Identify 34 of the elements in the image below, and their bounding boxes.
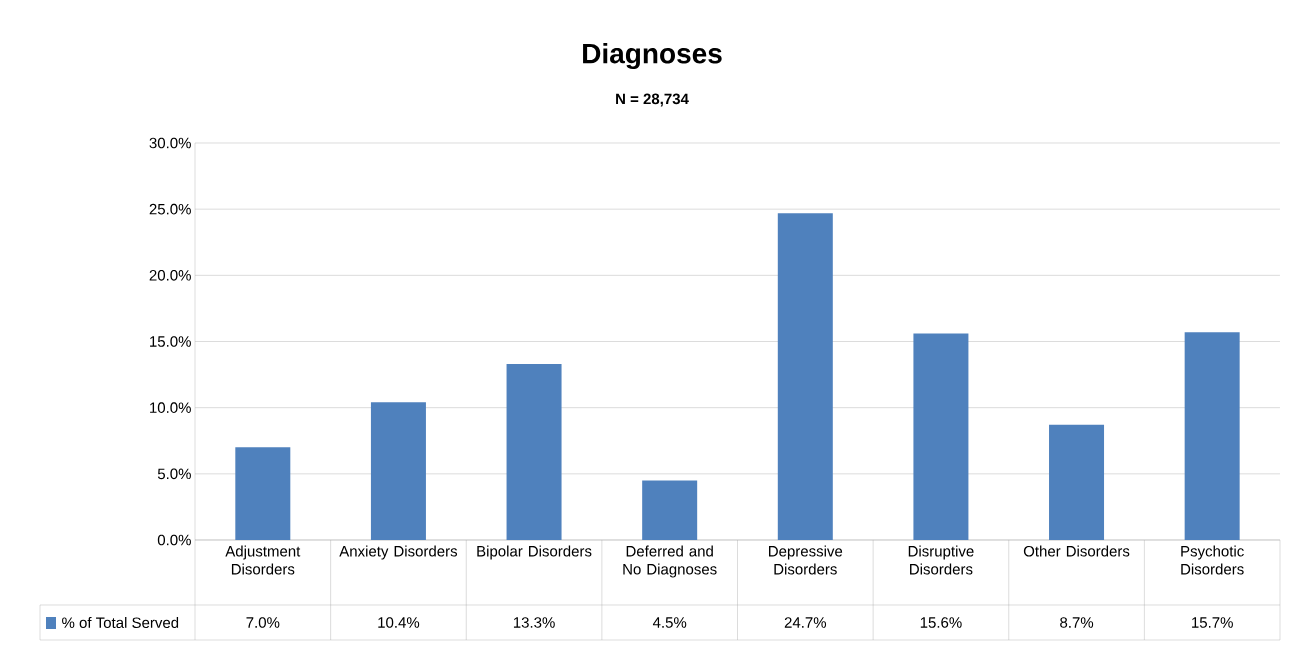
y-tick-label: 0.0% — [157, 534, 191, 546]
y-tick-label: 25.0% — [149, 203, 191, 215]
text: 15.6% — [920, 617, 962, 628]
y-tick-label: 5.0% — [157, 468, 191, 480]
y-tick-label: 30.0% — [149, 137, 191, 149]
text: 13.3% — [513, 617, 555, 628]
x-tick-label: Disruptive Disorders — [908, 545, 974, 575]
bar — [777, 213, 833, 540]
text: 8.7% — [1060, 617, 1094, 628]
text: 7.0% — [246, 617, 280, 628]
text: 4.5% — [652, 617, 687, 628]
bar — [506, 363, 562, 540]
x-tick-label: Deferred and No Diagnoses — [623, 545, 717, 578]
y-tick-label: 15.0% — [150, 336, 191, 347]
chart-subtitle: N = 28,734 — [616, 93, 689, 107]
y-tick-label: 10.0% — [150, 402, 191, 413]
x-tick-label: Bipolar Disorders — [477, 545, 592, 560]
y-tick-label: 20.0% — [149, 270, 191, 281]
bar — [642, 480, 698, 540]
bar — [235, 447, 291, 540]
chart-title: Diagnoses — [583, 42, 722, 70]
x-tick-label: Adjustment Disorders — [225, 545, 301, 575]
text: 10.4% — [378, 617, 420, 628]
x-tick-label: Depressive Disorders — [769, 545, 843, 575]
x-tick-label: Other Disorders — [1023, 545, 1130, 557]
text: 15.7% — [1192, 617, 1233, 628]
bar — [370, 402, 426, 540]
legend-label: % of Total Served — [62, 616, 179, 628]
x-tick-label: Psychotic Disorders — [1181, 545, 1244, 575]
bar — [1049, 424, 1105, 540]
bar — [1184, 332, 1240, 540]
bar — [913, 333, 969, 540]
text: 24.7% — [784, 617, 827, 628]
x-tick-label: Anxiety Disorders — [339, 545, 458, 560]
